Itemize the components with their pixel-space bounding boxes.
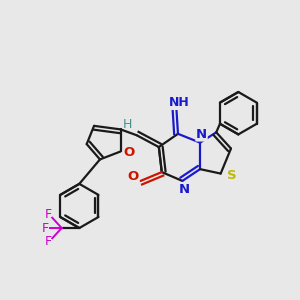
Text: S: S (227, 169, 237, 182)
Text: N: N (196, 128, 207, 141)
Text: N: N (178, 183, 189, 196)
Text: N: N (196, 128, 207, 141)
Text: F: F (42, 221, 49, 235)
Text: H: H (123, 118, 133, 131)
Text: N: N (178, 183, 189, 196)
Text: NH: NH (169, 96, 189, 110)
Text: S: S (227, 169, 237, 182)
Text: F: F (45, 208, 52, 221)
Text: O: O (124, 146, 135, 159)
Text: F: F (45, 235, 52, 248)
Text: O: O (128, 170, 139, 183)
Text: O: O (128, 170, 139, 183)
Text: O: O (124, 146, 135, 159)
Text: NH: NH (169, 96, 189, 110)
